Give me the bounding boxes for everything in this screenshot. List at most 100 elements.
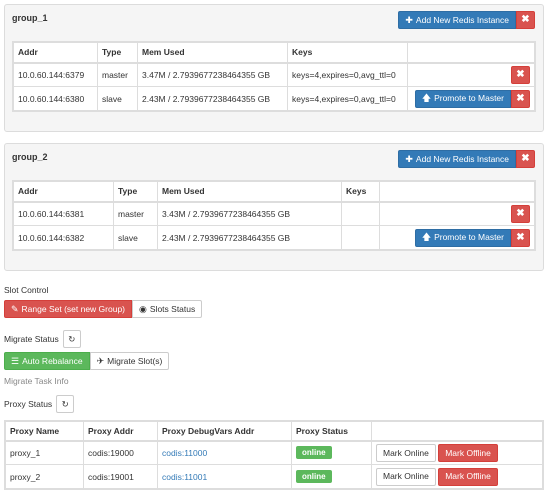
keys-cell [341, 201, 380, 226]
promote-label: Promote to Master [434, 93, 504, 104]
column-header: Addr [13, 181, 114, 203]
add-redis-instance-button[interactable]: ✚ Add New Redis Instance [398, 150, 516, 168]
migrate-task-info-label: Migrate Task Info [4, 376, 69, 386]
keys-cell: keys=4,expires=0,avg_ttl=0 [287, 86, 408, 111]
group-title: group_1 [12, 13, 48, 23]
mark-offline-button[interactable]: Mark Offline [438, 443, 498, 462]
proxy-refresh-button[interactable]: ↻ [56, 395, 75, 413]
close-icon: ✖ [516, 92, 525, 104]
arrow-up-icon: 🡅 [421, 232, 432, 242]
remove-group-button[interactable]: ✖ [516, 11, 535, 29]
mark-online-button[interactable]: Mark Online [376, 443, 436, 462]
actions-cell: ✖ [407, 62, 535, 87]
proxy-debugvars-cell: codis:11001 [157, 464, 292, 489]
proxy-debugvars-cell: codis:11000 [157, 440, 292, 465]
proxy-status-cell: online [291, 464, 372, 489]
proxy-addr-cell: codis:19000 [83, 440, 158, 465]
status-badge: online [296, 446, 332, 460]
migrate-slots-button[interactable]: ✈ Migrate Slot(s) [89, 352, 170, 370]
slots-status-button[interactable]: ◉ Slots Status [132, 300, 203, 318]
mark-offline-button[interactable]: Mark Offline [438, 467, 498, 486]
mem-cell: 3.47M / 2.7939677238464355 GB [137, 62, 288, 87]
close-icon: ✖ [516, 207, 525, 219]
column-header-actions [371, 421, 543, 442]
redis-instance-table: Addr Type Mem Used Keys 10.0.60.144:6379… [13, 42, 535, 111]
proxy-status-label: Proxy Status [4, 399, 53, 409]
debugvars-link[interactable]: codis:11000 [162, 447, 208, 458]
actions-cell: ✖ [379, 201, 535, 226]
table-row: 10.0.60.144:6380 slave 2.43M / 2.7939677… [13, 86, 535, 111]
remove-instance-button[interactable]: ✖ [511, 228, 530, 247]
mem-cell: 2.43M / 2.7939677238464355 GB [137, 86, 288, 111]
plane-icon: ✈ [96, 355, 105, 366]
proxy-name-cell: proxy_2 [5, 464, 84, 489]
addr-cell: 10.0.60.144:6379 [13, 62, 98, 87]
redis-instance-table: Addr Type Mem Used Keys 10.0.60.144:6381… [13, 181, 535, 250]
proxy-table-wrap: Proxy Name Proxy Addr Proxy DebugVars Ad… [4, 420, 544, 490]
table-row: 10.0.60.144:6381 master 3.43M / 2.793967… [13, 201, 535, 226]
remove-group-button[interactable]: ✖ [516, 150, 535, 168]
column-header: Keys [287, 42, 408, 64]
remove-instance-button[interactable]: ✖ [511, 89, 530, 108]
type-cell: master [113, 201, 158, 226]
status-badge: online [296, 470, 332, 483]
proxy-table: Proxy Name Proxy Addr Proxy DebugVars Ad… [5, 421, 543, 489]
addr-cell: 10.0.60.144:6381 [13, 201, 114, 226]
debugvars-link[interactable]: codis:11001 [162, 471, 208, 482]
column-header: Proxy Status [291, 421, 372, 442]
type-cell: slave [97, 86, 138, 111]
column-header-actions [379, 181, 535, 203]
column-header: Proxy Addr [83, 421, 158, 442]
promote-to-master-button[interactable]: 🡅 Promote to Master [414, 228, 511, 247]
group-table-wrap: Addr Type Mem Used Keys 10.0.60.144:6379… [12, 41, 536, 112]
column-header: Keys [341, 181, 380, 203]
eye-icon: ◉ [139, 303, 147, 314]
remove-instance-button[interactable]: ✖ [511, 204, 530, 223]
refresh-icon: ↻ [61, 398, 69, 409]
migrate-refresh-button[interactable]: ↻ [62, 330, 81, 348]
add-redis-instance-label: Add New Redis Instance [415, 153, 509, 164]
column-header: Proxy Name [5, 421, 84, 442]
auto-rebalance-label: Auto Rebalance [22, 355, 83, 366]
arrow-up-icon: 🡅 [421, 93, 432, 103]
group-panel-header: group_2 ✚ Add New Redis Instance ✖ [5, 144, 543, 172]
column-header: Mem Used [157, 181, 342, 203]
table-row: proxy_2 codis:19001 codis:11001 online M… [5, 464, 543, 489]
keys-cell: keys=4,expires=0,avg_ttl=0 [287, 62, 408, 87]
column-header: Mem Used [137, 42, 288, 64]
group-panel-header: group_1 ✚ Add New Redis Instance ✖ [5, 5, 543, 33]
column-header-actions [407, 42, 535, 64]
pencil-icon: ✎ [11, 303, 19, 314]
range-set-label: Range Set (set new Group) [21, 303, 126, 314]
table-row: 10.0.60.144:6382 slave 2.43M / 2.7939677… [13, 225, 535, 250]
refresh-icon: ↻ [68, 333, 76, 344]
close-icon: ✖ [521, 14, 530, 25]
plus-icon: ✚ [405, 153, 413, 164]
mem-cell: 3.43M / 2.7939677238464355 GB [157, 201, 342, 226]
group-panel-2: group_2 ✚ Add New Redis Instance ✖ Addr … [4, 143, 544, 271]
column-header: Addr [13, 42, 98, 64]
type-cell: master [97, 62, 138, 87]
close-icon: ✖ [516, 231, 525, 243]
actions-cell: 🡅 Promote to Master ✖ [407, 86, 535, 111]
group-table-wrap: Addr Type Mem Used Keys 10.0.60.144:6381… [12, 180, 536, 251]
mark-online-button[interactable]: Mark Online [376, 467, 436, 486]
remove-instance-button[interactable]: ✖ [511, 65, 530, 84]
migrate-slots-label: Migrate Slot(s) [107, 355, 163, 366]
close-icon: ✖ [521, 153, 530, 164]
group-title: group_2 [12, 152, 48, 162]
column-header: Proxy DebugVars Addr [157, 421, 292, 442]
actions-cell: Mark Online Mark Offline [371, 440, 543, 465]
add-redis-instance-button[interactable]: ✚ Add New Redis Instance [398, 11, 516, 29]
range-set-button[interactable]: ✎ Range Set (set new Group) [4, 300, 133, 318]
group-panel-1: group_1 ✚ Add New Redis Instance ✖ Addr … [4, 4, 544, 132]
add-redis-instance-label: Add New Redis Instance [415, 14, 509, 25]
proxy-name-cell: proxy_1 [5, 440, 84, 465]
auto-rebalance-button[interactable]: ☰ Auto Rebalance [4, 352, 90, 370]
slot-control-label: Slot Control [4, 285, 49, 295]
type-cell: slave [113, 225, 158, 250]
proxy-addr-cell: codis:19001 [83, 464, 158, 489]
promote-to-master-button[interactable]: 🡅 Promote to Master [414, 89, 511, 108]
actions-cell: 🡅 Promote to Master ✖ [379, 225, 535, 250]
list-icon: ☰ [11, 355, 20, 366]
